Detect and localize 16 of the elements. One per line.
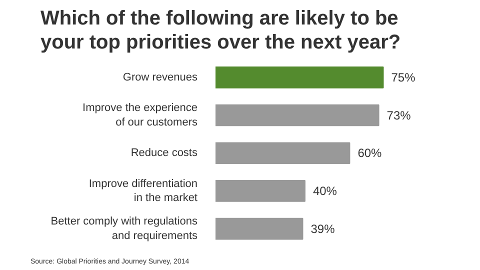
y-tick-label: Better comply with regulations and requirements	[50, 216, 198, 242]
bar	[216, 104, 380, 126]
data-label: 39%	[310, 222, 336, 236]
data-label: 60%	[358, 146, 382, 160]
y-tick-label: Reduce costs	[130, 147, 198, 160]
bar	[216, 142, 350, 164]
data-label: 73%	[386, 108, 412, 122]
chart-title: Which of the following are likely to be your top priorities over the next year?	[40, 7, 401, 54]
bar	[216, 218, 304, 240]
bar	[216, 180, 306, 202]
bar	[216, 66, 384, 88]
y-tick-label: Grow revenues	[122, 71, 198, 84]
y-tick-label: Improve the experience of our customers	[82, 102, 198, 128]
data-label: 75%	[391, 70, 416, 84]
data-label: 40%	[312, 184, 338, 198]
y-tick-label: Improve differentiation in the market	[88, 178, 198, 204]
